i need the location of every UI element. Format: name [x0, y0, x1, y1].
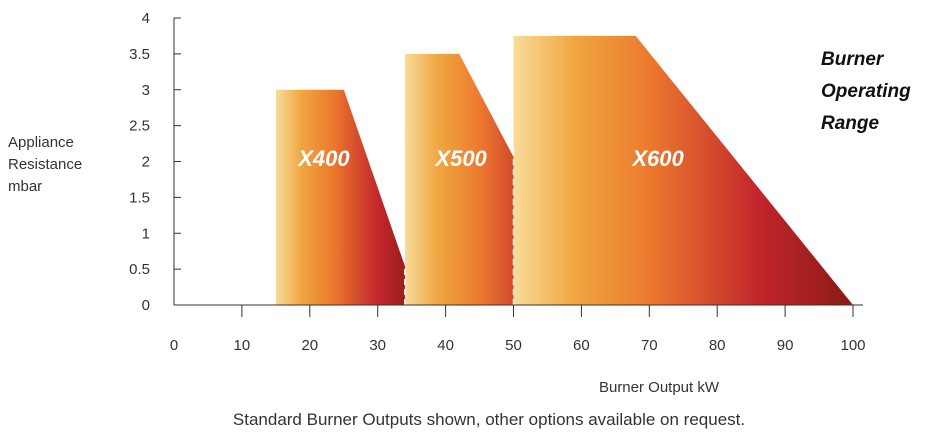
footnote: Standard Burner Outputs shown, other opt…: [233, 410, 745, 429]
region-label-x500: X500: [433, 146, 487, 171]
y-axis-label-line-3: mbar: [8, 178, 42, 195]
x-tick-label: 80: [709, 337, 726, 354]
x-axis-label: Burner Output kW: [599, 379, 720, 396]
y-tick-label: 2.5: [129, 118, 150, 135]
operating-regions: [275, 35, 853, 306]
y-tick-label: 3.5: [129, 46, 150, 63]
region-label-x400: X400: [296, 146, 350, 171]
y-axis-label-line-1: Appliance: [8, 134, 74, 151]
y-tick-label: 2: [142, 154, 150, 171]
x-tick-label: 0: [170, 337, 178, 354]
y-tick-label: 1.5: [129, 189, 150, 206]
x-tick-label: 90: [777, 337, 794, 354]
x-tick-label: 20: [301, 337, 318, 354]
region-labels: X400 X500 X600: [296, 146, 684, 171]
x-tick-label: 60: [573, 337, 590, 354]
y-tick-label: 0.5: [129, 261, 150, 278]
y-axis-ticks: 0 0.5 1 1.5 2 2.5 3 3.5 4: [129, 10, 181, 314]
region-x600: [513, 35, 853, 306]
y-axis-label-line-2: Resistance: [8, 156, 82, 173]
x-tick-label: 70: [641, 337, 658, 354]
x-axis-ticks: 0 10 20 30 40 50 60 70 80 90 100: [170, 305, 866, 354]
y-tick-label: 4: [142, 10, 150, 27]
chart-title-line-3: Range: [821, 113, 880, 134]
x-tick-label: 10: [234, 337, 251, 354]
region-label-x600: X600: [630, 146, 684, 171]
reference-lines: [404, 147, 515, 305]
x-tick-label: 100: [840, 337, 865, 354]
x-tick-label: 50: [505, 337, 522, 354]
y-tick-label: 0: [142, 297, 150, 314]
region-x400: [275, 89, 419, 305]
chart-title-line-1: Burner: [821, 49, 885, 70]
x-tick-label: 40: [437, 337, 454, 354]
x-tick-label: 30: [369, 337, 386, 354]
y-tick-label: 3: [142, 82, 150, 99]
y-tick-label: 1: [142, 225, 150, 242]
chart-title-line-2: Operating: [821, 81, 911, 102]
